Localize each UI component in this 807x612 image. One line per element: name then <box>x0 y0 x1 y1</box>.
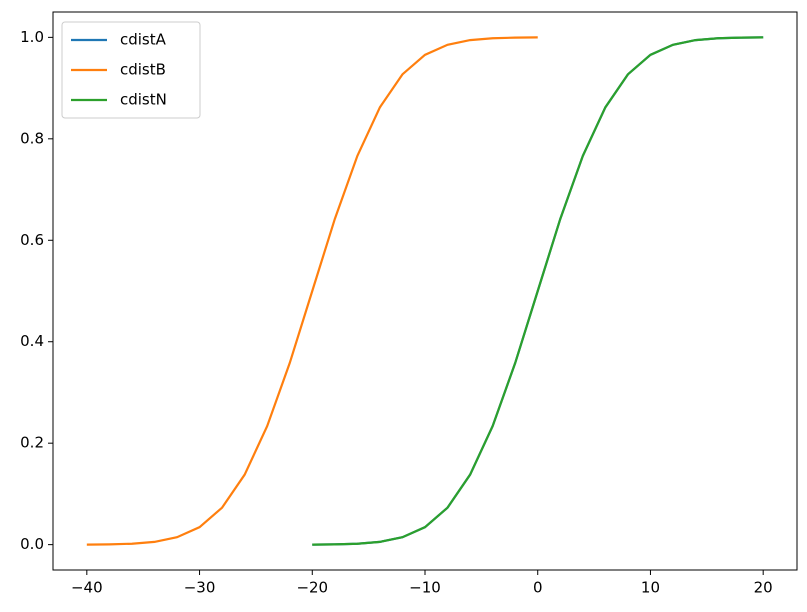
plot-frame <box>52 11 798 571</box>
y-tick-label: 0.4 <box>20 332 44 350</box>
x-tick-label: 20 <box>754 579 773 597</box>
y-tick-label: 0.0 <box>20 535 44 553</box>
legend-label: cdistB <box>120 61 166 79</box>
y-tick-label: 0.6 <box>20 231 44 249</box>
legend-label: cdistA <box>120 31 167 49</box>
x-tick-label: −40 <box>71 579 103 597</box>
line <box>86 36 538 546</box>
legend-label: cdistN <box>120 91 167 109</box>
x-tick-label: −30 <box>184 579 216 597</box>
line <box>312 36 764 546</box>
x-tick-label: 0 <box>533 579 543 597</box>
y-tick-label: 0.8 <box>20 129 44 147</box>
y-tick-label: 0.2 <box>20 434 44 452</box>
y-tick-label: 1.0 <box>20 28 44 46</box>
x-tick-label: −10 <box>409 579 441 597</box>
x-tick-label: −20 <box>296 579 328 597</box>
legend-box <box>61 21 201 119</box>
x-tick-label: 10 <box>641 579 660 597</box>
